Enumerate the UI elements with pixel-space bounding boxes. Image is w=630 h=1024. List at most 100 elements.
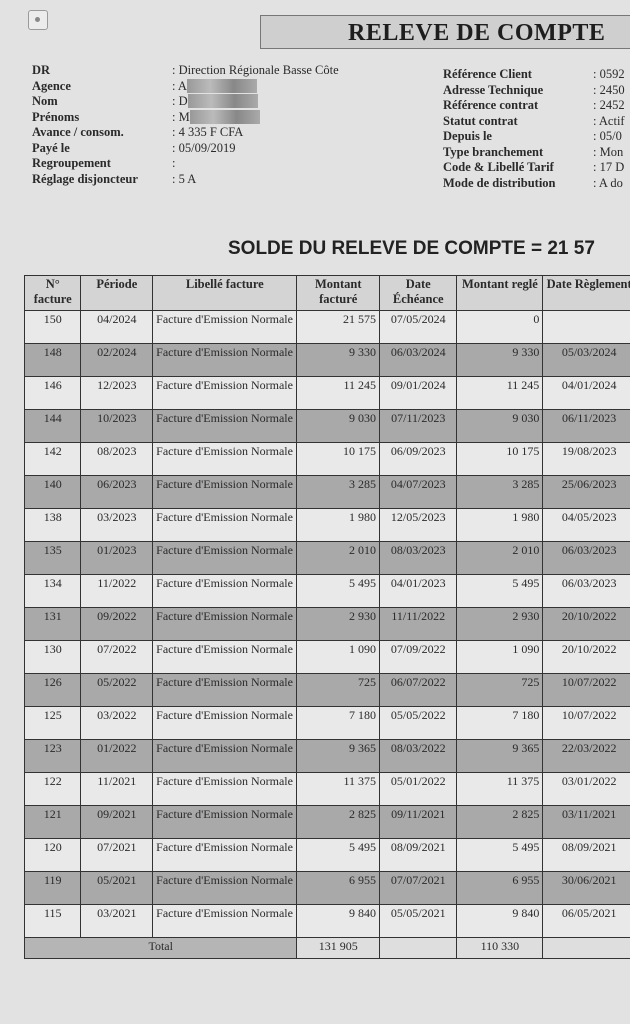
- table-cell: 138: [23, 508, 82, 542]
- info-value: : 5 A: [172, 171, 197, 186]
- table-cell: 131: [23, 607, 82, 641]
- table-cell: Facture d'Emission Normale: [152, 640, 298, 674]
- table-cell: 142: [23, 442, 82, 476]
- table-cell: 11 245: [296, 376, 380, 410]
- info-row: Type branchement: Mon: [443, 145, 625, 161]
- table-cell: 09/2021: [80, 805, 154, 839]
- table-cell: 06/07/2022: [378, 673, 458, 707]
- table-cell: 04/01/2023: [378, 574, 458, 608]
- title-box: [260, 15, 630, 49]
- table-cell: 05/2022: [80, 673, 154, 707]
- table-cell: 06/03/2023: [542, 541, 630, 575]
- table-cell: 05/03/2024: [542, 343, 630, 377]
- info-value: : 2452: [593, 98, 625, 112]
- table-cell: 20/10/2022: [542, 640, 630, 674]
- table-cell: 6 955: [296, 871, 380, 905]
- table-cell: 2 825: [456, 805, 544, 839]
- column-header: Montant facturé: [296, 275, 380, 311]
- info-row: Adresse Technique: 2450: [443, 83, 625, 99]
- table-cell: 01/2022: [80, 739, 154, 773]
- table-row: 120 07/2021 Facture d'Emission Normale 5 49…: [23, 838, 630, 872]
- table-cell: Facture d'Emission Normale: [152, 706, 298, 740]
- info-label: Avance / consom.: [32, 125, 124, 139]
- contract-info-right: Référence Client: 0592 Adresse Technique:…: [443, 67, 625, 191]
- table-row: 144 10/2023 Facture d'Emission Normale 9 03…: [23, 409, 630, 443]
- table-cell: 11 245: [456, 376, 544, 410]
- table-cell: 03/01/2022: [542, 772, 630, 806]
- info-row: Payé le: 05/09/2019: [32, 141, 339, 157]
- table-row: 135 01/2023 Facture d'Emission Normale 2 01…: [23, 541, 630, 575]
- table-cell: 03/2023: [80, 508, 154, 542]
- table-row: 130 07/2022 Facture d'Emission Normale 1 09…: [23, 640, 630, 674]
- table-cell: 2 930: [296, 607, 380, 641]
- table-cell: 125: [23, 706, 82, 740]
- info-label: Regroupement: [32, 156, 111, 170]
- table-cell: 05/05/2022: [378, 706, 458, 740]
- table-cell: 11 375: [456, 772, 544, 806]
- table-cell: 09/2022: [80, 607, 154, 641]
- table-cell: 21 575: [296, 310, 380, 344]
- table-cell: 03/11/2021: [542, 805, 630, 839]
- table-cell: Facture d'Emission Normale: [152, 442, 298, 476]
- table-cell: 07/05/2024: [378, 310, 458, 344]
- info-row: Code & Libellé Tarif: 17 D: [443, 160, 625, 176]
- table-cell: 08/09/2021: [542, 838, 630, 872]
- table-cell: 9 330: [296, 343, 380, 377]
- table-cell: 1 090: [456, 640, 544, 674]
- table-cell: 121: [23, 805, 82, 839]
- info-value: : 2450: [593, 82, 625, 97]
- redacted-block: [186, 78, 257, 93]
- table-cell: 19/08/2023: [542, 442, 630, 476]
- info-row: Prénoms: M: [32, 109, 339, 126]
- info-row: Mode de distribution: A do: [443, 176, 625, 192]
- invoice-table: N° facture Période Libellé facture Montant …: [23, 275, 630, 959]
- info-value: : A do: [593, 175, 623, 190]
- table-cell: 10/07/2022: [542, 706, 630, 740]
- table-row: 148 02/2024 Facture d'Emission Normale 9 33…: [23, 343, 630, 377]
- table-cell: 3 285: [456, 475, 544, 509]
- table-cell: Facture d'Emission Normale: [152, 838, 298, 872]
- table-cell: 11/2022: [80, 574, 154, 608]
- table-row: 134 11/2022 Facture d'Emission Normale 5 49…: [23, 574, 630, 608]
- table-row: 115 03/2021 Facture d'Emission Normale 9 84…: [23, 904, 630, 938]
- table-cell: 04/01/2024: [542, 376, 630, 410]
- column-header: Période: [80, 275, 154, 311]
- table-cell: 22/03/2022: [542, 739, 630, 773]
- table-row: 138 03/2023 Facture d'Emission Normale 1 98…: [23, 508, 630, 542]
- column-header: Montant reglé: [456, 275, 544, 311]
- table-cell: 115: [23, 904, 82, 938]
- table-cell: 10/07/2022: [542, 673, 630, 707]
- column-header: N° facture: [23, 275, 82, 311]
- table-row: 126 05/2022 Facture d'Emission Normale 725 0…: [23, 673, 630, 707]
- table-cell: 725: [296, 673, 380, 707]
- table-cell: 10 175: [296, 442, 380, 476]
- table-cell: 5 495: [296, 838, 380, 872]
- info-label: Nom: [32, 94, 58, 108]
- table-cell: 9 030: [296, 409, 380, 443]
- table-row: 150 04/2024 Facture d'Emission Normale 21 5…: [23, 310, 630, 344]
- table-cell: 02/2024: [80, 343, 154, 377]
- table-row: 123 01/2022 Facture d'Emission Normale 9 36…: [23, 739, 630, 773]
- table-cell: 5 495: [296, 574, 380, 608]
- table-cell: 120: [23, 838, 82, 872]
- page-title: RELEVE DE COMPTE: [348, 20, 606, 46]
- table-cell: 150: [23, 310, 82, 344]
- info-row: Depuis le: 05/0: [443, 129, 625, 145]
- table-cell: 12/05/2023: [378, 508, 458, 542]
- table-cell: 01/2023: [80, 541, 154, 575]
- info-value: : 4 335 F CFA: [172, 125, 244, 139]
- table-cell: 126: [23, 673, 82, 707]
- table-cell: 7 180: [296, 706, 380, 740]
- table-cell: 119: [23, 871, 82, 905]
- info-label: Agence: [32, 78, 71, 93]
- table-cell: 03/2021: [80, 904, 154, 938]
- table-cell: 08/09/2021: [378, 838, 458, 872]
- table-cell: Facture d'Emission Normale: [152, 772, 298, 806]
- table-cell: 25/06/2023: [542, 475, 630, 509]
- info-label: Prénoms: [32, 109, 80, 124]
- table-cell: 04/2024: [80, 310, 154, 344]
- table-row: 131 09/2022 Facture d'Emission Normale 2 93…: [23, 607, 630, 641]
- table-row: 140 06/2023 Facture d'Emission Normale 3 28…: [23, 475, 630, 509]
- table-cell: 04/05/2023: [542, 508, 630, 542]
- table-cell: 146: [23, 376, 82, 410]
